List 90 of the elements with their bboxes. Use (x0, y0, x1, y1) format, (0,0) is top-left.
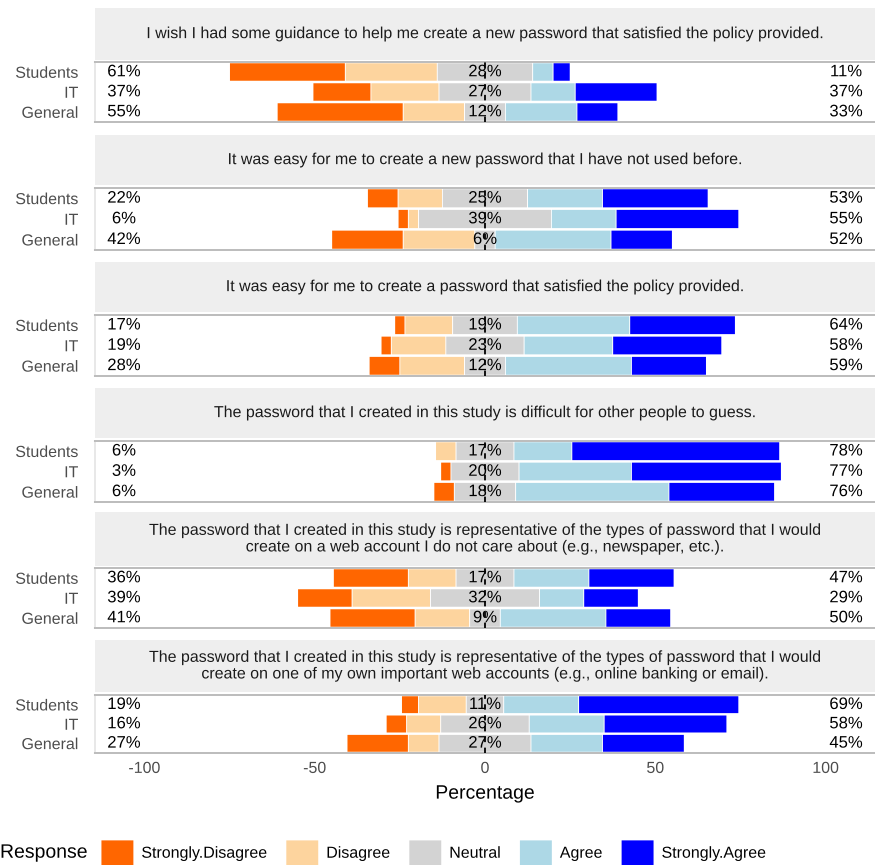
annotation: 12% (470, 358, 502, 370)
annotation: 50% (830, 610, 862, 622)
x-tick-label: 50 (647, 762, 664, 774)
annotation: 19% (108, 338, 140, 350)
y-tick-label: General (22, 738, 78, 750)
legend-title: Response (2, 844, 87, 862)
annotation: 20% (469, 464, 502, 476)
annotation: 12% (470, 104, 502, 116)
annotation: 19% (470, 318, 502, 330)
y-tick-label: IT (66, 86, 78, 98)
chart-title: The password that I created in this study is difficult for other people to guess. (214, 406, 755, 420)
annotation: 42% (108, 232, 140, 244)
annotation: 33% (830, 104, 862, 116)
annotation: 55% (108, 104, 140, 116)
annotation: 41% (108, 610, 140, 622)
annotation: 39% (468, 212, 502, 224)
annotation: 39% (108, 590, 140, 602)
y-tick-label: Students (16, 192, 78, 204)
annotation: 55% (830, 212, 862, 224)
chart-title: It was easy for me to create a new password that I have not used before. (229, 152, 742, 168)
annotation: 47% (830, 570, 862, 582)
y-tick-label: Students (16, 445, 78, 458)
x-tick-label: -50 (304, 762, 326, 774)
annotation: 11% (831, 64, 862, 76)
annotation: 17% (470, 570, 502, 582)
annotation: 58% (830, 716, 862, 728)
annotation: 11% (470, 697, 500, 710)
annotation: 64% (830, 318, 862, 330)
x-tick-label: -100 (129, 762, 160, 774)
annotation: 27% (108, 736, 140, 748)
legend-label: Disagree (328, 846, 390, 862)
annotation: 26% (469, 716, 502, 728)
y-tick-label: Students (16, 319, 78, 332)
annotation: 78% (830, 444, 862, 456)
legend-label: Strongly.Agree (662, 846, 766, 862)
annotation: 28% (108, 358, 140, 370)
legend-label: Neutral (450, 846, 500, 858)
y-tick-label: General (22, 360, 78, 372)
annotation: 23% (469, 338, 502, 350)
annotation: 17% (108, 318, 140, 330)
y-tick-label: General (22, 486, 78, 498)
y-tick-label: Students (16, 698, 78, 711)
y-tick-label: IT (66, 340, 78, 352)
annotation: 9% (474, 610, 496, 622)
y-tick-label: IT (66, 592, 78, 604)
legend-label: Agree (560, 846, 602, 862)
annotation: 37% (108, 84, 140, 96)
annotation: 18% (470, 484, 502, 496)
annotation: 22% (108, 191, 140, 203)
y-tick-label: General (22, 612, 78, 624)
y-tick-label: Students (16, 572, 78, 584)
annotation: 29% (830, 590, 862, 602)
annotation: 16% (108, 716, 140, 728)
annotation: 25% (469, 191, 502, 203)
annotation: 45% (830, 736, 862, 748)
chart-title: The password that I created in this study is representative of the types of password that I would create on one of my own important web accounts (e.g., online banking or email). (149, 650, 820, 682)
chart-title: It was easy for me to create a password that satisfied the policy provided. (227, 280, 743, 294)
annotation: 52% (830, 232, 862, 244)
annotation: 36% (108, 570, 140, 582)
legend-label: Strongly.Disagree (142, 846, 266, 862)
annotation: 76% (830, 484, 862, 496)
chart-title: I wish I had some guidance to help me create a new password that satisfied the policy provided. (148, 26, 822, 42)
annotation: 59% (830, 358, 862, 370)
annotation: 32% (468, 590, 502, 602)
y-tick-label: IT (66, 466, 78, 478)
annotation: 37% (830, 84, 862, 96)
y-tick-label: General (22, 106, 78, 118)
x-axis-title: Percentage (436, 785, 534, 803)
annotation: 3% (112, 464, 136, 476)
annotation: 28% (469, 64, 502, 76)
annotation: 58% (830, 338, 862, 350)
annotation: 61% (108, 64, 140, 76)
annotation: 6% (112, 444, 136, 456)
annotation: 27% (469, 84, 502, 96)
annotation: 27% (469, 736, 502, 748)
annotation: 6% (112, 212, 136, 224)
annotation: 6% (112, 484, 136, 496)
x-tick-label: 0 (481, 762, 489, 774)
annotation: 77% (830, 464, 862, 476)
chart-title: The password that I created in this study is representative of the types of password that I would create on a web account I do not care about (e.g., newspaper, etc.). (149, 523, 820, 555)
y-tick-label: IT (66, 214, 78, 225)
annotation: 69% (830, 697, 862, 710)
y-tick-label: IT (66, 718, 78, 730)
x-tick-label: 100 (814, 762, 838, 774)
y-tick-label: General (22, 234, 78, 246)
annotation: 17% (470, 444, 502, 456)
y-tick-label: Students (16, 66, 78, 78)
annotation: 6% (474, 232, 496, 244)
annotation: 19% (108, 697, 140, 710)
annotation: 53% (830, 191, 862, 203)
